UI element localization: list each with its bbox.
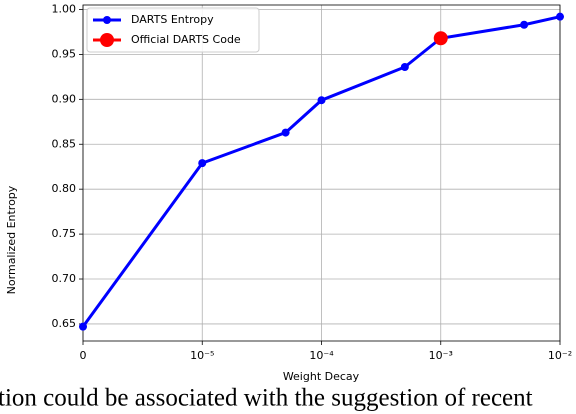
y-tick-label: 0.75: [52, 227, 77, 240]
marker: [281, 128, 290, 137]
y-tick-label: 0.95: [52, 47, 77, 60]
y-tick-label: 0.65: [52, 317, 77, 330]
legend-marker: [100, 33, 114, 47]
x-axis-label: Weight Decay: [283, 370, 360, 383]
x-tick-label: 0: [80, 349, 87, 362]
footer-text: tion could be associated with the sugges…: [0, 385, 533, 412]
x-tick-label: 10⁻²: [548, 349, 572, 362]
y-tick-label: 0.80: [52, 182, 77, 195]
marker: [79, 322, 87, 331]
legend-label: DARTS Entropy: [131, 13, 214, 26]
legend-label: Official DARTS Code: [131, 33, 241, 46]
legend-marker: [103, 16, 111, 24]
x-tick-label: 10⁻⁴: [309, 349, 334, 362]
x-tick-label: 10⁻⁵: [190, 349, 214, 362]
marker: [198, 159, 207, 168]
marker: [520, 20, 529, 29]
y-tick-label: 0.90: [52, 92, 77, 105]
x-tick-label: 10⁻³: [429, 349, 453, 362]
marker: [433, 31, 448, 46]
plot-frame: [82, 4, 561, 342]
y-tick-label: 0.85: [52, 137, 77, 150]
marker: [400, 62, 409, 71]
legend-box: [86, 7, 260, 53]
line: [81, 15, 561, 328]
y-axis-label: Normalized Entropy: [5, 185, 18, 294]
marker: [556, 12, 564, 21]
marker: [317, 96, 326, 105]
y-tick-label: 1.00: [52, 2, 77, 15]
y-tick-label: 0.70: [52, 272, 77, 285]
